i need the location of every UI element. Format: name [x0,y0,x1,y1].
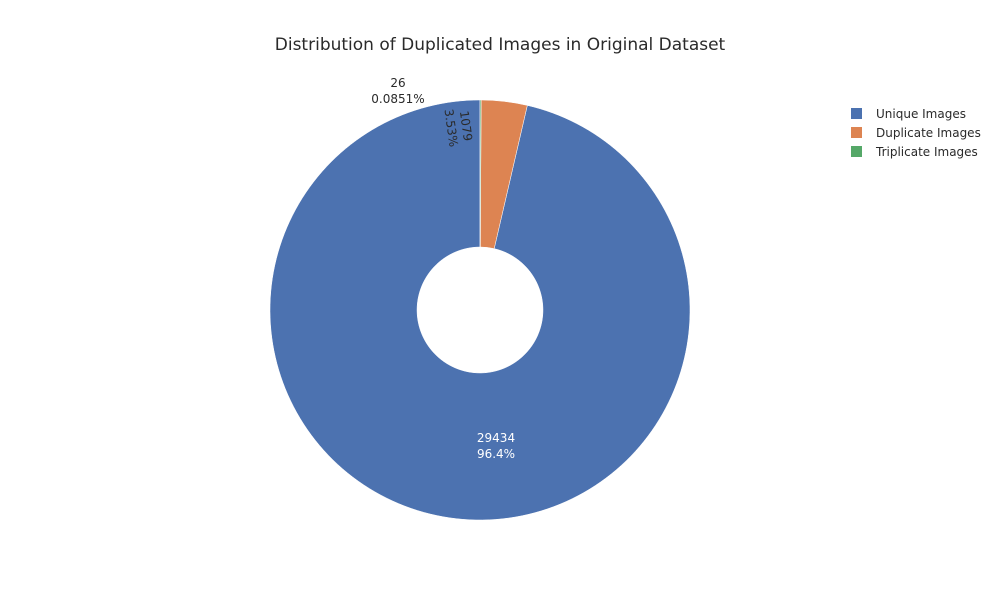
legend-swatch-duplicate [851,127,862,138]
legend-label-unique[interactable]: Unique Images [876,107,966,121]
slice-triplicate[interactable] [479,99,482,248]
legend[interactable]: Unique Images Duplicate Images Triplicat… [851,107,981,159]
legend-label-triplicate[interactable]: Triplicate Images [875,145,978,159]
label-duplicate-value: 1079 [457,110,475,142]
label-unique-value: 29434 [477,431,515,445]
label-triplicate-percent: 0.0851% [371,92,424,106]
legend-swatch-unique [851,108,862,119]
label-triplicate-value: 26 [390,76,405,90]
chart-title: Distribution of Duplicated Images in Ori… [275,35,726,55]
legend-label-duplicate[interactable]: Duplicate Images [876,126,981,140]
label-duplicate-percent: 3.53% [441,108,460,148]
slice-unique[interactable] [269,99,691,521]
legend-swatch-triplicate [851,146,862,157]
label-unique-percent: 96.4% [477,447,515,461]
slices-group [269,99,691,521]
